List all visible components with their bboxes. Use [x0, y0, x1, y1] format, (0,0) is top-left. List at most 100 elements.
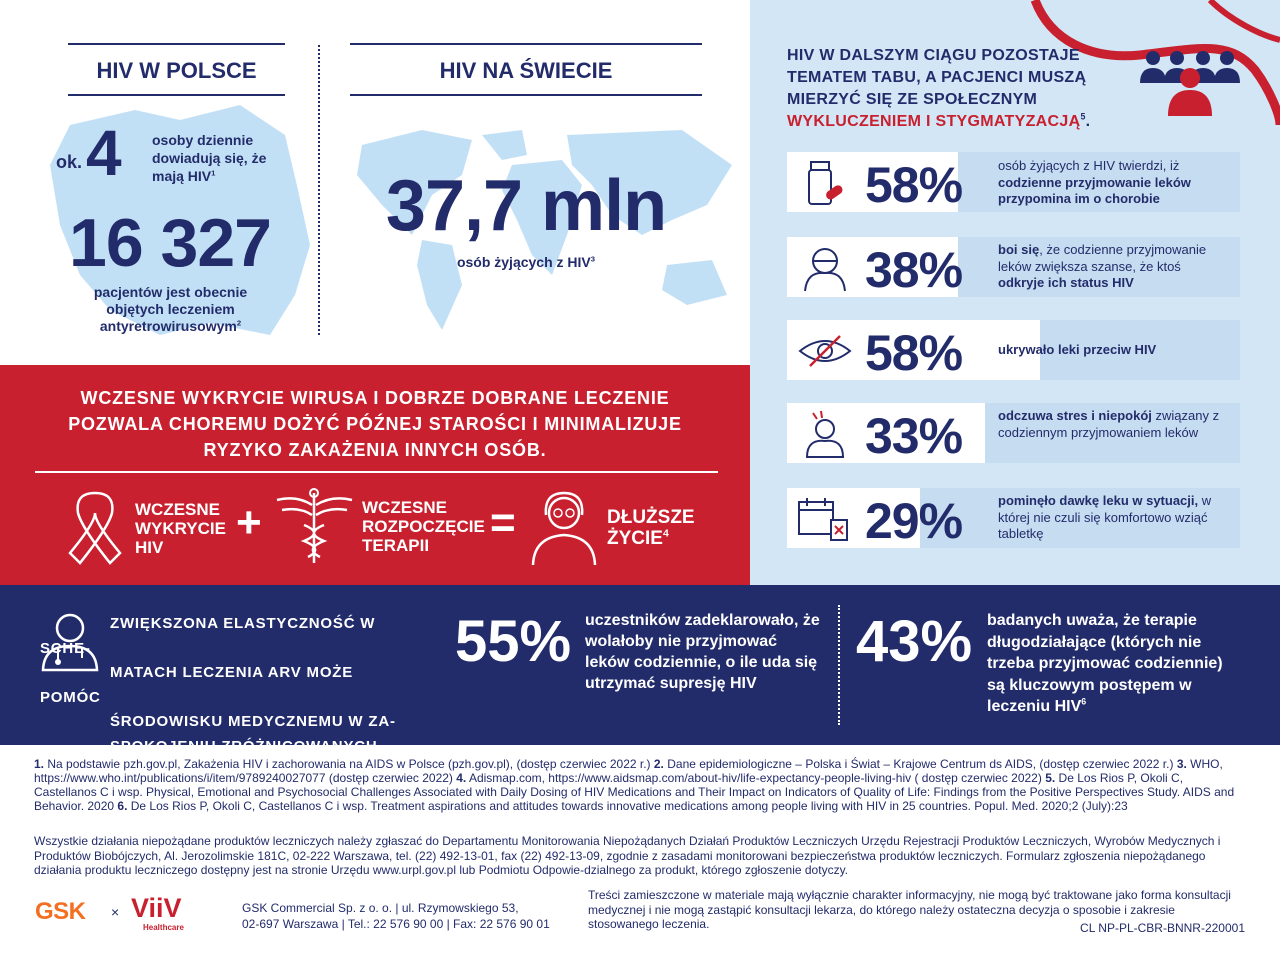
- stat-text: ukrywało leki przeciw HIV: [998, 342, 1230, 359]
- text-line: HIV: [135, 538, 164, 557]
- text-line: MIERZYĆ SIĘ ZE SPOŁECZNYM: [787, 91, 1038, 108]
- row-bar: [1040, 320, 1240, 380]
- rule: [350, 94, 702, 96]
- text-segment: 3.: [1176, 757, 1187, 771]
- text: pacjentów jest obecnie objętych leczenie…: [93, 284, 248, 334]
- text-line: ROZPOCZĘCIE: [362, 517, 485, 536]
- logo-gsk: GSK: [35, 898, 86, 925]
- icon: [798, 335, 852, 367]
- icon: [798, 498, 848, 541]
- stat-text: uczestników zadeklarowało, że wolałoby n…: [585, 612, 820, 692]
- lines: ZWIĘKSZONA ELASTYCZNOŚĆ W SCHE- MATACH LE…: [40, 612, 415, 808]
- stat-row: 58% osób żyjących z HIV twierdzi, iż cod…: [787, 152, 1240, 213]
- stat-value: 29%: [865, 493, 963, 549]
- ref: 1: [211, 168, 216, 178]
- stat-text: badanych uważa, że terapie długodziałają…: [987, 610, 1242, 718]
- text-segment: Adismap.com, https://www.aidsmap.com/abo…: [466, 771, 1046, 785]
- text-line: TERAPII: [362, 536, 430, 555]
- text-segment: 5.: [1045, 771, 1056, 785]
- people-icon: [1140, 51, 1240, 116]
- address: GSK Commercial Sp. z o. o. | ul. Rzymows…: [242, 900, 550, 932]
- rule: [68, 94, 285, 96]
- stat-row: 38% boi się, że codzienne przyjmowanie l…: [787, 237, 1240, 298]
- text-line: TEMATEM TABU, A PACJENCI MUSZĄ: [787, 69, 1087, 86]
- text-segment: 6.: [117, 799, 128, 813]
- stat-text: pacjentów jest obecnie objętych leczenie…: [78, 284, 263, 335]
- text-segment: 1.: [34, 757, 45, 771]
- stat-row: 33% odczuwa stres i niepokój związany z …: [787, 403, 1240, 464]
- text-segment: Na podstawie pzh.gov.pl, Zakażenia HIV i…: [44, 757, 654, 771]
- text-segment: , że codzienne przyjmowanie leków zwięks…: [998, 242, 1207, 274]
- equation-term: DŁUŻSZE ŻYCIE4: [607, 507, 695, 549]
- world-map: [357, 130, 732, 330]
- icon: [808, 161, 843, 205]
- row-bar: [985, 403, 1240, 463]
- red-band: [0, 365, 750, 585]
- row-bar: [920, 488, 1240, 548]
- text: ŻYCIE: [607, 528, 663, 549]
- text-line: OSÓB ŻYJĄCYCH Z HIV.: [110, 786, 301, 804]
- flexibility-text: ZWIĘKSZONA ELASTYCZNOŚĆ W SCHE- MATACH LE…: [40, 612, 415, 808]
- stat-text: osoby dziennie dowiadują się, że mają HI…: [152, 131, 270, 185]
- rule: [68, 43, 285, 45]
- caduceus-icon: [276, 488, 353, 563]
- text-segment: odkryje ich status HIV: [998, 275, 1134, 290]
- text-line: ZWIĘKSZONA ELASTYCZNOŚĆ W SCHE-: [40, 615, 376, 657]
- text: .: [1085, 113, 1091, 130]
- early-heading: WCZESNE WYKRYCIE WIRUSA I DOBRZE DOBRANE…: [20, 385, 730, 463]
- logo-healthcare: Healthcare: [143, 923, 184, 932]
- text-line: RYZYKO ZAKAŻENIA INNYCH OSÓB.: [203, 440, 547, 460]
- text-segment: pominęło dawkę leku w sytuacji,: [998, 493, 1199, 508]
- section-title: HIV W POLSCE: [96, 58, 257, 83]
- divider: [318, 45, 320, 335]
- text-line: GSK Commercial Sp. z o. o. | ul. Rzymows…: [242, 901, 519, 915]
- stat-text: pominęło dawkę leku w sytuacji, w której…: [998, 493, 1230, 543]
- stat-text: osób żyjących z HIV3: [350, 254, 702, 270]
- text-line: WCZESNE: [362, 498, 447, 517]
- text-line: ŻYCIE4: [607, 528, 695, 549]
- logo-viiv: ViiV: [131, 893, 182, 923]
- ref: 2: [236, 318, 242, 328]
- equation-term: WCZESNE WYKRYCIE HIV: [135, 500, 226, 557]
- text-line: WCZESNE WYKRYCIE WIRUSA I DOBRZE DOBRANE…: [80, 388, 670, 408]
- icon: [804, 248, 846, 292]
- stat-value: 58%: [865, 157, 963, 213]
- text-segment: WHO, https://www.who.int/publications/i/…: [34, 757, 1223, 785]
- section-title: HIV NA ŚWIECIE: [439, 58, 613, 83]
- rule: [35, 471, 718, 473]
- stat-value: 43%: [856, 609, 973, 674]
- text-line: HIV W DALSZYM CIĄGU POZOSTAJE: [787, 47, 1080, 64]
- text-line: MATACH LECZENIA ARV MOŻE POMÓC: [40, 664, 354, 706]
- text-line: WYKRYCIE: [135, 519, 226, 538]
- text-segment: Dane epidemiologiczne – Polska i Świat –…: [663, 757, 1177, 771]
- stat-value: 58%: [865, 325, 963, 381]
- text: badanych uważa, że terapie długodziałają…: [987, 612, 1223, 715]
- highlight: WYKLUCZENIEM I STYGMATYZACJĄ: [787, 113, 1081, 130]
- ribbon: [1030, 0, 1280, 126]
- text-segment: De Los Rios P, Okoli C, Castellanos C i …: [127, 799, 1128, 813]
- taboo-heading: HIV W DALSZYM CIĄGU POZOSTAJE TEMATEM TAB…: [787, 45, 1090, 133]
- text: osoby dziennie dowiadują się, że mają HI…: [152, 132, 267, 184]
- text-segment: codzienne przyjmowanie leków przypomina …: [998, 174, 1191, 207]
- text-line: 02-697 Warszawa | Tel.: 22 576 90 00 | F…: [242, 917, 550, 931]
- ref: 5: [1080, 111, 1086, 122]
- operator: +: [236, 498, 262, 547]
- stat-text: osób żyjących z HIV twierdzi, iż codzien…: [998, 158, 1230, 208]
- row-bar: [958, 237, 1240, 297]
- divider: [838, 605, 840, 725]
- text-segment: boi się: [998, 242, 1040, 257]
- ref: 6: [1081, 696, 1087, 707]
- stat-text: odczuwa stres i niepokój związany z codz…: [998, 408, 1230, 441]
- text-segment: De Los Rios P, Okoli C, Castellanos C i …: [34, 771, 1235, 813]
- ribbon-icon: [68, 491, 122, 565]
- lines: HIV W DALSZYM CIĄGU POZOSTAJE TEMATEM TAB…: [787, 45, 1090, 111]
- big-number: 16 327: [69, 205, 272, 281]
- text-segment: 4.: [456, 771, 467, 785]
- stat-value: 33%: [865, 408, 963, 464]
- stat-value: 55%: [455, 609, 572, 674]
- ref: 4: [662, 528, 669, 540]
- ref: 3: [590, 254, 596, 264]
- text-segment: odczuwa stres i niepokój: [998, 408, 1152, 423]
- icon: [805, 410, 845, 458]
- text-segment: w której nie czuli się komfortowo wziąć …: [998, 493, 1212, 541]
